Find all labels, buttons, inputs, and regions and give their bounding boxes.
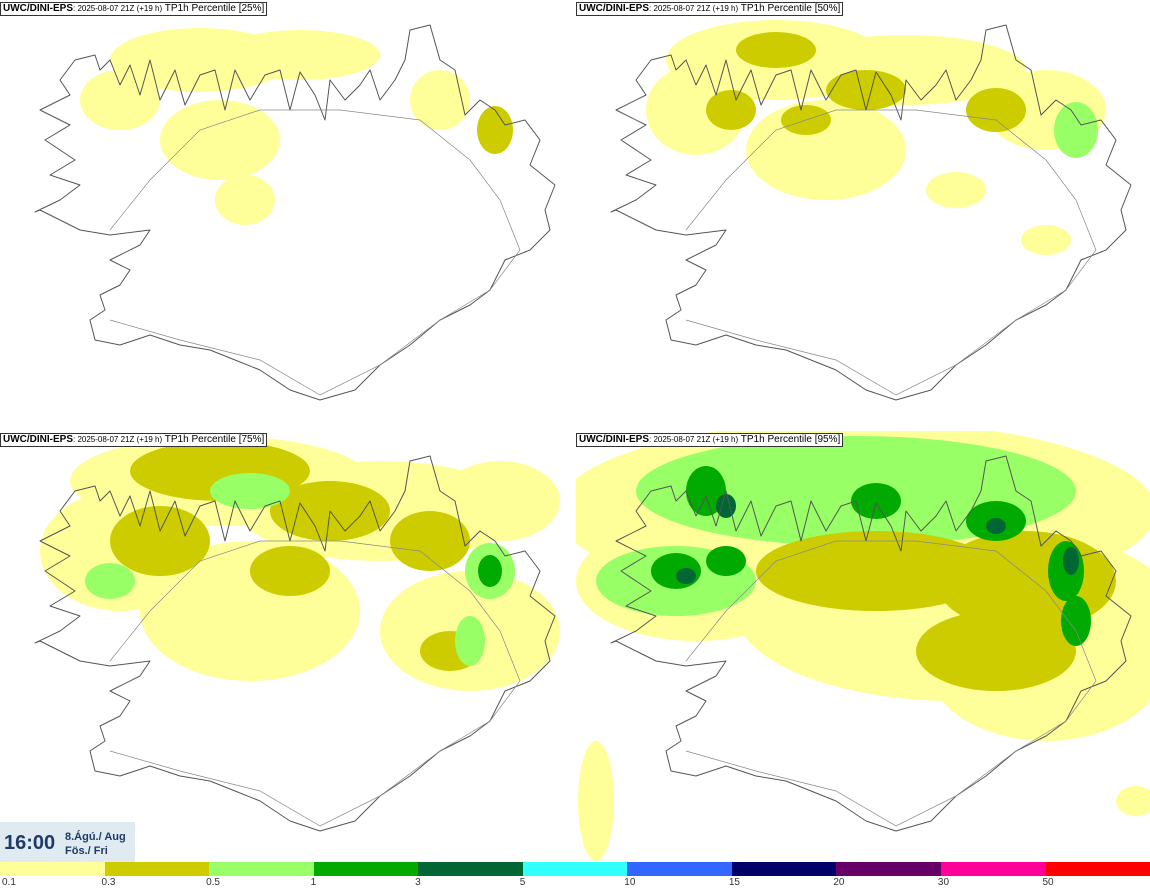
precip-area	[455, 616, 485, 666]
precip-area	[110, 506, 210, 576]
map-panel-p50: UWC/DINI-EPS: 2025-08-07 21Z (+19 h) TP1…	[576, 0, 1150, 430]
valid-time: 16:00	[4, 832, 56, 854]
precip-area	[578, 741, 614, 861]
precip-area	[160, 100, 280, 180]
precip-area	[756, 531, 996, 611]
colorbar-tick-label: 0.3	[101, 877, 116, 888]
panel-title: UWC/DINI-EPS: 2025-08-07 21Z (+19 h) TP1…	[0, 2, 268, 16]
precip-area	[926, 172, 986, 208]
variable-label: TP1h Percentile [50%]	[740, 3, 841, 14]
colorbar-tick-label: 10	[624, 877, 636, 888]
precip-area	[986, 518, 1006, 534]
road-network	[685, 540, 1097, 827]
panel-title: UWC/DINI-EPS: 2025-08-07 21Z (+19 h) TP1…	[576, 433, 844, 447]
valid-time-box: 16:00 8.Ágú./ Aug Fös./ Fri	[0, 822, 135, 862]
precip-area	[80, 70, 160, 130]
precip-area	[85, 563, 135, 599]
precip-area	[1116, 786, 1150, 816]
colorbar-segment	[940, 862, 1046, 876]
precip-area	[1054, 102, 1098, 158]
precip-map	[576, 431, 1150, 861]
precip-area	[410, 70, 470, 130]
run-time: : 2025-08-07 21Z (+19 h)	[649, 4, 739, 13]
precip-area	[390, 511, 470, 571]
precip-area	[646, 65, 746, 155]
precip-area	[1021, 225, 1071, 255]
valid-date: 8.Ágú./ Aug Fös./ Fri	[65, 830, 126, 858]
precip-area	[477, 106, 513, 154]
precip-area	[250, 546, 330, 596]
precip-area	[706, 90, 756, 130]
colorbar-segment	[1045, 862, 1150, 876]
coastline	[610, 24, 1132, 401]
precip-area	[826, 70, 906, 110]
day-line: Fös./ Fri	[65, 845, 108, 857]
precip-area	[220, 30, 380, 80]
panel-divider-horizontal	[0, 430, 1150, 431]
colorbar-segment	[627, 862, 732, 876]
colorbar-tick-label: 1	[310, 877, 317, 888]
colorbar-tick-label: 5	[519, 877, 526, 888]
precip-area	[1063, 547, 1079, 575]
colorbar-segment	[104, 862, 210, 876]
precip-area	[966, 88, 1026, 132]
road-network	[685, 109, 1097, 396]
precip-area	[210, 473, 290, 509]
colorbar	[0, 862, 1150, 876]
road-network	[109, 540, 521, 827]
precip-area	[1061, 596, 1091, 646]
colorbar-segment	[522, 862, 628, 876]
road-network	[109, 109, 521, 396]
variable-label: TP1h Percentile [25%]	[164, 3, 265, 14]
colorbar-tick-label: 3	[415, 877, 421, 888]
colorbar-tick-label: 20	[833, 877, 845, 888]
run-time: : 2025-08-07 21Z (+19 h)	[649, 435, 739, 444]
panel-title: UWC/DINI-EPS: 2025-08-07 21Z (+19 h) TP1…	[576, 2, 844, 16]
model-source: UWC/DINI-EPS	[3, 434, 73, 445]
coastline	[610, 455, 1132, 832]
colorbar-ticks: 0.1 0.3 0.5 1 3 5 10 15 20 30 50	[0, 877, 1150, 891]
colorbar-tick-label: 0.5	[206, 877, 220, 888]
colorbar-tick-label: 30	[937, 877, 950, 888]
precip-area	[706, 546, 746, 576]
precip-area	[676, 568, 696, 584]
panel-title: UWC/DINI-EPS: 2025-08-07 21Z (+19 h) TP1…	[0, 433, 268, 447]
map-panel-p25: UWC/DINI-EPS: 2025-08-07 21Z (+19 h) TP1…	[0, 0, 574, 430]
colorbar-segment	[836, 862, 941, 876]
precip-area	[478, 555, 502, 587]
precip-area	[916, 611, 1076, 691]
precip-area	[851, 483, 901, 519]
precip-area	[686, 466, 726, 516]
variable-label: TP1h Percentile [75%]	[164, 434, 265, 445]
precip-area	[736, 32, 816, 68]
colorbar-segment	[731, 862, 837, 876]
variable-label: TP1h Percentile [95%]	[740, 434, 841, 445]
precip-map	[610, 20, 1132, 401]
model-source: UWC/DINI-EPS	[579, 434, 649, 445]
coastline	[34, 24, 556, 401]
run-time: : 2025-08-07 21Z (+19 h)	[73, 435, 163, 444]
colorbar-segment	[313, 862, 419, 876]
precip-map	[34, 436, 560, 832]
coastline	[34, 455, 556, 832]
colorbar-segment	[418, 862, 523, 876]
colorbar-segment	[209, 862, 314, 876]
colorbar-tick-label: 0.1	[2, 877, 16, 888]
model-source: UWC/DINI-EPS	[3, 3, 73, 14]
colorbar-tick-label: 15	[728, 877, 740, 888]
map-panel-p75: UWC/DINI-EPS: 2025-08-07 21Z (+19 h) TP1…	[0, 431, 574, 861]
precip-area	[440, 461, 560, 541]
model-source: UWC/DINI-EPS	[579, 3, 649, 14]
colorbar-segment	[0, 862, 105, 876]
colorbar-tick-label: 50	[1042, 877, 1054, 888]
precip-map	[34, 24, 556, 401]
precip-area	[215, 175, 275, 225]
date-line: 8.Ágú./ Aug	[65, 831, 126, 843]
run-time: : 2025-08-07 21Z (+19 h)	[73, 4, 163, 13]
map-panel-p95: UWC/DINI-EPS: 2025-08-07 21Z (+19 h) TP1…	[576, 431, 1150, 861]
